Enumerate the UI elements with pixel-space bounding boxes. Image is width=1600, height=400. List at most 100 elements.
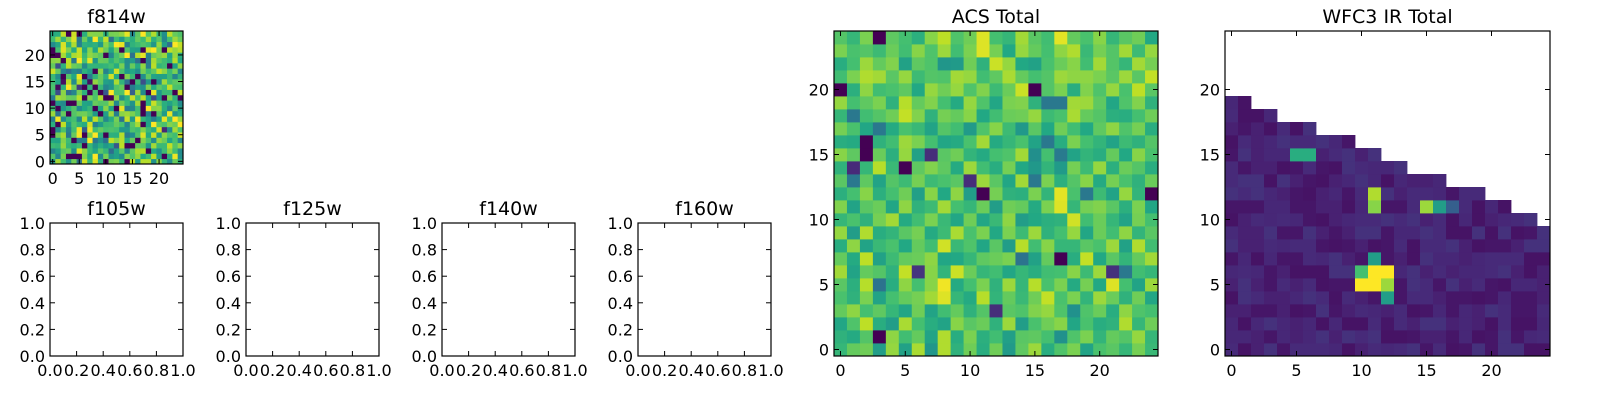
heatmap-cell xyxy=(55,142,62,149)
heatmap-cell xyxy=(1407,265,1421,279)
heatmap-cell xyxy=(1303,252,1317,266)
heatmap-cell xyxy=(1290,304,1304,318)
heatmap-cell xyxy=(1381,317,1395,331)
heatmap-cell xyxy=(1277,174,1291,188)
heatmap-cell xyxy=(1277,122,1291,136)
heatmap-cell xyxy=(1407,304,1421,318)
y-tick-label: 1.0 xyxy=(216,214,241,233)
heatmap-cell xyxy=(1498,330,1512,344)
heatmap-cell xyxy=(989,213,1003,227)
heatmap-cell xyxy=(1028,265,1042,279)
heatmap-cell xyxy=(1238,109,1252,123)
heatmap-cell xyxy=(1251,317,1265,331)
heatmap-cell xyxy=(135,73,141,80)
heatmap-cell xyxy=(1132,161,1146,175)
heatmap-cell xyxy=(92,116,99,122)
heatmap-cell xyxy=(976,174,990,188)
heatmap-cell xyxy=(924,252,939,266)
heatmap-cell xyxy=(1028,317,1042,331)
heatmap-cell xyxy=(1106,291,1120,305)
heatmap-cell xyxy=(65,73,72,80)
heatmap-cell xyxy=(1420,278,1434,292)
heatmap-cell xyxy=(1459,200,1473,214)
heatmap-cell xyxy=(1067,109,1081,123)
heatmap-cell xyxy=(1028,200,1042,214)
heatmap-cell xyxy=(151,73,157,80)
heatmap-cell xyxy=(1342,161,1356,175)
heatmap-cell xyxy=(1524,330,1538,344)
heatmap-cell xyxy=(924,265,939,279)
x-tick-label: 0.8 xyxy=(144,361,169,380)
heatmap-cell xyxy=(151,46,157,53)
heatmap-cell xyxy=(145,110,152,117)
heatmap-cell xyxy=(976,330,990,344)
heatmap-cell xyxy=(1067,31,1081,45)
heatmap-cell xyxy=(92,110,99,117)
heatmap-cell xyxy=(1225,109,1239,123)
axes-frame xyxy=(49,222,184,357)
heatmap-cell xyxy=(1511,317,1525,331)
heatmap-cell xyxy=(87,46,93,53)
x-tick-label: 0.2 xyxy=(652,361,677,380)
heatmap-cell xyxy=(177,36,184,43)
heatmap-cell xyxy=(129,73,136,80)
heatmap-cell xyxy=(937,226,952,240)
heatmap-cell xyxy=(1067,96,1081,110)
heatmap-cell xyxy=(92,36,99,43)
heatmap-cell xyxy=(1498,213,1512,227)
heatmap-cell xyxy=(872,343,887,357)
heatmap-cell xyxy=(1238,304,1252,318)
y-tick-label: 10 xyxy=(25,99,45,118)
heatmap-cell xyxy=(1381,343,1395,357)
heatmap-cell xyxy=(846,122,861,136)
heatmap-cell xyxy=(1093,239,1107,253)
heatmap-cell xyxy=(885,239,900,253)
heatmap-cell xyxy=(1054,343,1068,357)
heatmap-cell xyxy=(1015,291,1029,305)
heatmap-cell xyxy=(885,265,900,279)
heatmap-cell xyxy=(87,148,93,154)
heatmap-cell xyxy=(1028,109,1042,123)
heatmap-cell xyxy=(129,153,136,160)
heatmap-cell xyxy=(140,41,147,48)
heatmap-cell xyxy=(1015,252,1029,266)
heatmap-cell xyxy=(989,343,1003,357)
heatmap-cell xyxy=(108,126,115,133)
heatmap-cell xyxy=(872,317,887,331)
heatmap-cell xyxy=(60,121,67,128)
heatmap-cell xyxy=(151,52,157,58)
heatmap-cell xyxy=(1381,239,1395,253)
heatmap-cell xyxy=(1368,174,1382,188)
heatmap-cell xyxy=(1485,278,1499,292)
heatmap-cell xyxy=(911,200,926,214)
heatmap-cell xyxy=(1459,278,1473,292)
heatmap-cell xyxy=(1329,187,1343,201)
heatmap-cell xyxy=(87,41,93,48)
heatmap-cell xyxy=(1329,226,1343,240)
heatmap-cell xyxy=(167,100,173,106)
heatmap-cell xyxy=(1407,200,1421,214)
heatmap-cell xyxy=(1225,343,1239,357)
heatmap-cell xyxy=(989,252,1003,266)
heatmap-cell xyxy=(145,121,152,128)
heatmap-cell xyxy=(60,94,67,101)
heatmap-cell xyxy=(1106,317,1120,331)
heatmap-cell xyxy=(103,153,109,160)
heatmap-cell xyxy=(1420,343,1434,357)
heatmap-cell xyxy=(65,78,72,85)
heatmap-cell xyxy=(1119,83,1133,97)
heatmap-cell xyxy=(92,78,99,85)
y-tick-label: 0.4 xyxy=(412,294,437,313)
heatmap-cell xyxy=(1080,343,1094,357)
heatmap-cell xyxy=(92,137,99,144)
heatmap-cell xyxy=(1316,278,1330,292)
heatmap-cell xyxy=(1106,343,1120,357)
heatmap-cell xyxy=(1394,343,1408,357)
x-tick-label: 0.4 xyxy=(482,361,507,380)
heatmap-cell xyxy=(1054,31,1068,45)
heatmap-cell xyxy=(950,304,964,318)
heatmap-cell xyxy=(859,187,874,201)
heatmap-cell xyxy=(50,73,56,80)
heatmap-cell xyxy=(124,142,131,149)
heatmap-cell xyxy=(1342,226,1356,240)
